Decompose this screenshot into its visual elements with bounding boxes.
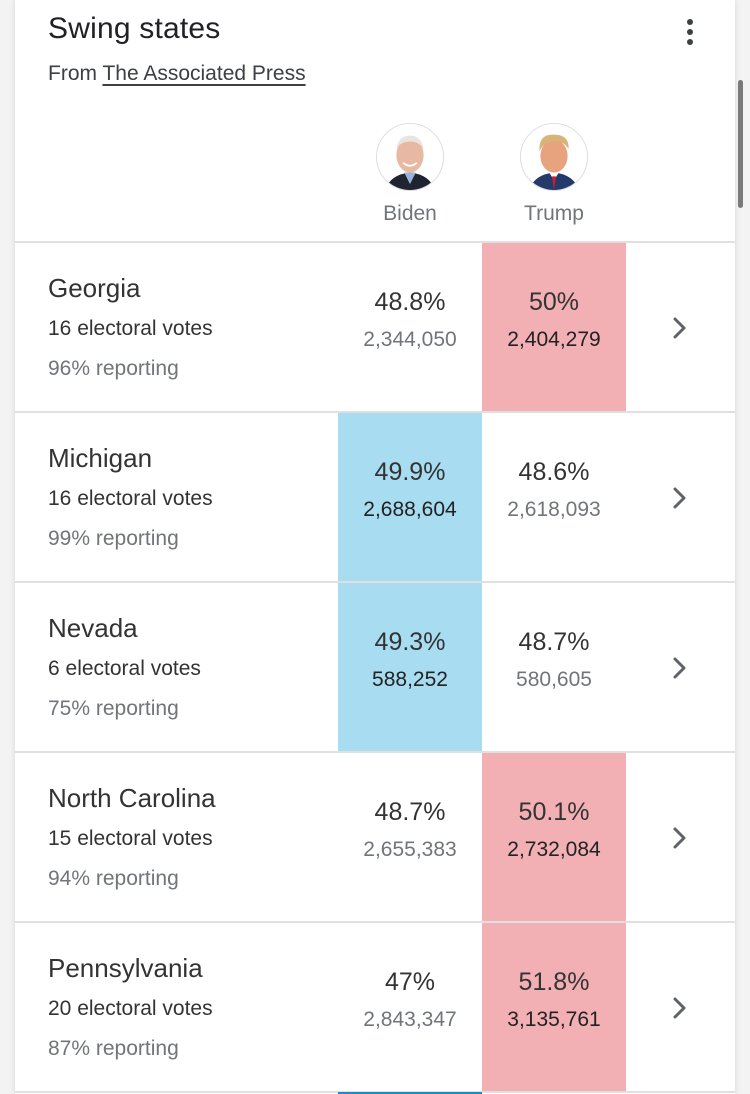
state-name: Nevada: [48, 613, 138, 643]
state-row[interactable]: Georgia 16 electoral votes 96% reporting 48…: [15, 243, 735, 413]
trump-percent: 50%: [528, 288, 580, 316]
next-row-biden-cell: [338, 1092, 482, 1094]
trump-percent: 48.7%: [518, 628, 590, 656]
chevron-right-icon[interactable]: [667, 485, 691, 511]
biden-result-cell: 47% 2,843,347: [338, 923, 482, 1091]
card-title: Swing states: [48, 12, 221, 45]
electoral-votes: 15 electoral votes: [48, 827, 213, 850]
chevron-right-icon[interactable]: [667, 315, 691, 341]
reporting-status: 94% reporting: [48, 867, 179, 890]
state-name: Pennsylvania: [48, 953, 203, 983]
trump-percent: 48.6%: [518, 458, 590, 486]
biden-avatar: [376, 123, 444, 191]
state-name: Michigan: [48, 443, 153, 473]
scrollbar[interactable]: [738, 80, 743, 208]
trump-result-cell: 48.7% 580,605: [482, 583, 626, 751]
biden-votes: 2,843,347: [363, 1008, 457, 1031]
reporting-status: 96% reporting: [48, 357, 179, 380]
trump-votes: 2,618,093: [507, 498, 601, 521]
more-vert-icon-dot: [687, 29, 693, 35]
chevron-right-icon[interactable]: [667, 655, 691, 681]
trump-result-cell: 51.8% 3,135,761: [482, 923, 626, 1091]
biden-votes: 2,344,050: [363, 328, 457, 351]
state-row[interactable]: Nevada 6 electoral votes 75% reporting 49.3…: [15, 583, 735, 753]
electoral-votes: 20 electoral votes: [48, 997, 213, 1020]
trump-result-cell: 50% 2,404,279: [482, 243, 626, 411]
more-vert-icon-dot: [687, 39, 693, 45]
source-prefix: From: [48, 62, 97, 85]
biden-percent: 47%: [384, 968, 436, 996]
biden-votes: 2,655,383: [363, 838, 457, 861]
reporting-status: 99% reporting: [48, 527, 179, 550]
source-line: From The Associated Press: [48, 62, 306, 86]
electoral-votes: 16 electoral votes: [48, 317, 213, 340]
trump-avatar: [520, 123, 588, 191]
chevron-right-icon[interactable]: [667, 825, 691, 851]
source-link[interactable]: The Associated Press: [102, 62, 306, 85]
biden-votes: 2,688,604: [363, 498, 457, 521]
trump-percent: 50.1%: [518, 798, 590, 826]
biden-percent: 49.3%: [374, 628, 446, 656]
biden-portrait-icon: [377, 124, 443, 190]
biden-percent: 48.7%: [374, 798, 446, 826]
candidate-label-biden: Biden: [383, 202, 437, 225]
trump-result-cell: 50.1% 2,732,084: [482, 753, 626, 921]
biden-votes: 588,252: [372, 668, 448, 691]
candidate-label-trump: Trump: [524, 202, 584, 225]
trump-percent: 51.8%: [518, 968, 590, 996]
state-row[interactable]: Michigan 16 electoral votes 99% reporting 4…: [15, 413, 735, 583]
more-options-button[interactable]: [675, 12, 705, 52]
biden-result-cell: 49.3% 588,252: [338, 583, 482, 751]
biden-result-cell: 48.8% 2,344,050: [338, 243, 482, 411]
next-row-partial: [15, 1092, 735, 1094]
trump-votes: 3,135,761: [507, 1008, 601, 1031]
state-name: North Carolina: [48, 783, 216, 813]
trump-result-cell: 48.6% 2,618,093: [482, 413, 626, 581]
header-divider: [15, 241, 735, 243]
reporting-status: 75% reporting: [48, 697, 179, 720]
electoral-votes: 6 electoral votes: [48, 657, 201, 680]
biden-percent: 48.8%: [374, 288, 446, 316]
state-name: Georgia: [48, 273, 141, 303]
trump-votes: 2,404,279: [507, 328, 601, 351]
state-row[interactable]: North Carolina 15 electoral votes 94% repo…: [15, 753, 735, 923]
biden-percent: 49.9%: [374, 458, 446, 486]
trump-portrait-icon: [521, 124, 587, 190]
electoral-votes: 16 electoral votes: [48, 487, 213, 510]
more-vert-icon: [687, 19, 693, 25]
biden-result-cell: 48.7% 2,655,383: [338, 753, 482, 921]
swing-states-card: Swing states From The Associated Press B…: [15, 0, 735, 1094]
biden-result-cell: 49.9% 2,688,604: [338, 413, 482, 581]
reporting-status: 87% reporting: [48, 1037, 179, 1060]
trump-votes: 580,605: [516, 668, 592, 691]
chevron-right-icon[interactable]: [667, 995, 691, 1021]
trump-votes: 2,732,084: [507, 838, 601, 861]
state-row[interactable]: Pennsylvania 20 electoral votes 87% report…: [15, 923, 735, 1093]
